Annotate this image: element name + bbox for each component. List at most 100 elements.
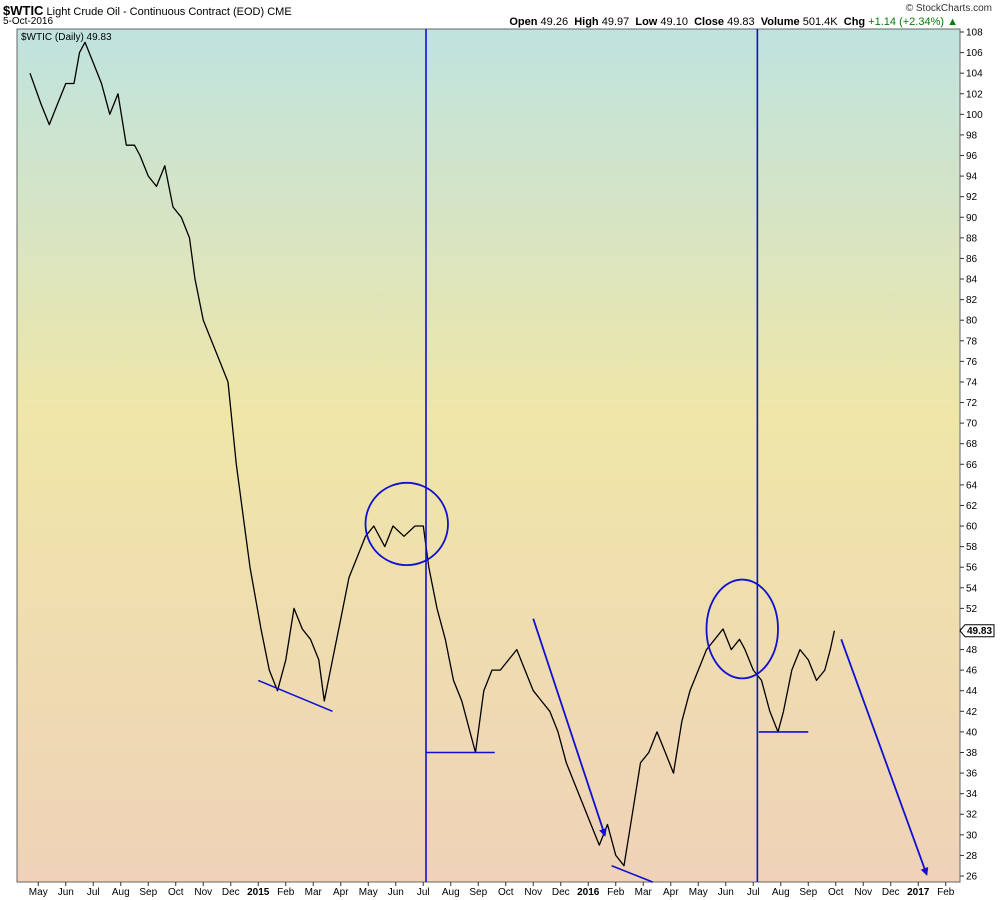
y-tick-label: 42 (966, 707, 978, 718)
y-tick-label: 102 (966, 89, 983, 100)
close-label: Close (694, 16, 725, 28)
source-credit: © StockCharts.com (905, 3, 992, 14)
x-tick-label: May (689, 887, 708, 898)
x-tick-label: Sep (139, 887, 157, 898)
plot-area (16, 28, 961, 883)
price-series (29, 41, 836, 867)
y-tick-label: 36 (966, 769, 978, 780)
x-tick-label: Dec (552, 887, 570, 898)
y-tick-label: 46 (966, 666, 978, 677)
y-tick-label: 90 (966, 213, 978, 224)
x-tick-label: Aug (772, 887, 790, 898)
x-tick-label: Oct (498, 887, 514, 898)
x-tick-label: Feb (607, 887, 625, 898)
x-tick-label: 2017 (907, 887, 930, 898)
x-tick-label: Feb (277, 887, 295, 898)
x-tick-label: Dec (222, 887, 240, 898)
series-line (29, 41, 836, 867)
x-tick-label: Jun (58, 887, 74, 898)
change-value: +1.14 (+2.34%) (868, 16, 945, 28)
ohlc-summary: Open 49.26 High 49.97 Low 49.10 Close 49… (509, 16, 958, 28)
y-tick-label: 26 (966, 872, 978, 883)
last-price-value: 49.83 (967, 626, 992, 637)
series-legend: $WTIC (Daily) 49.83 (21, 32, 112, 43)
y-tick-label: 88 (966, 233, 978, 244)
open-value: 49.26 (540, 16, 569, 28)
x-tick-label: Jul (87, 887, 100, 898)
x-tick-label: Sep (469, 887, 487, 898)
change-label: Chg (843, 16, 866, 28)
open-label: Open (509, 16, 538, 28)
arrow-annotation (532, 618, 607, 837)
up-arrow-icon: ▲ (947, 16, 958, 28)
y-tick-label: 58 (966, 542, 978, 553)
y-tick-label: 98 (966, 130, 978, 141)
y-tick-label: 76 (966, 357, 978, 368)
volume-label: Volume (760, 16, 800, 28)
title: $WTIC Light Crude Oil - Continuous Contr… (3, 3, 292, 18)
high-value: 49.97 (601, 16, 630, 28)
y-axis: 2628303234363840424446485052545658606264… (960, 28, 983, 883)
x-tick-label: Nov (854, 887, 872, 898)
y-tick-label: 44 (966, 686, 978, 697)
x-tick-label: Dec (882, 887, 900, 898)
y-tick-label: 32 (966, 810, 978, 821)
x-tick-label: Nov (194, 887, 212, 898)
x-axis: May Jun Jul Aug Sep Oct Nov Dec 2015 Feb Mar Apr May… (29, 882, 955, 898)
y-tick-label: 28 (966, 851, 978, 862)
y-tick-label: 84 (966, 275, 978, 286)
y-tick-label: 100 (966, 110, 983, 121)
y-tick-label: 106 (966, 48, 983, 59)
y-tick-label: 92 (966, 192, 978, 203)
y-tick-label: 40 (966, 727, 978, 738)
x-tick-label: Aug (112, 887, 130, 898)
y-tick-label: 30 (966, 830, 978, 841)
y-tick-label: 96 (966, 151, 978, 162)
y-tick-label: 64 (966, 480, 978, 491)
low-value: 49.10 (660, 16, 688, 28)
x-tick-label: Sep (799, 887, 817, 898)
chart-header: $WTIC Light Crude Oil - Continuous Contr… (0, 0, 1000, 28)
y-tick-label: 54 (966, 583, 978, 594)
y-tick-label: 62 (966, 501, 978, 512)
low-label: Low (635, 16, 658, 28)
y-tick-label: 38 (966, 748, 978, 759)
x-tick-label: Jun (718, 887, 734, 898)
last-price-tag: 49.83 (959, 624, 995, 637)
instrument-name: Light Crude Oil - Continuous Contract (E… (46, 6, 265, 18)
ellipse-annotation (705, 578, 779, 680)
y-tick-label: 104 (966, 69, 983, 80)
y-tick-label: 82 (966, 295, 978, 306)
y-tick-label: 108 (966, 28, 983, 39)
trend-line (257, 679, 333, 713)
x-tick-label: May (359, 887, 378, 898)
x-tick-label: Feb (937, 887, 955, 898)
x-tick-label: Nov (524, 887, 542, 898)
x-tick-label: Jun (388, 887, 404, 898)
y-tick-label: 52 (966, 604, 978, 615)
y-tick-label: 56 (966, 563, 978, 574)
x-tick-label: Apr (333, 887, 349, 898)
y-tick-label: 74 (966, 377, 978, 388)
y-tick-label: 66 (966, 460, 978, 471)
x-tick-label: Jul (417, 887, 430, 898)
x-tick-label: 2015 (247, 887, 270, 898)
arrow-annotation (840, 638, 929, 876)
x-tick-label: Mar (635, 887, 653, 898)
y-tick-label: 86 (966, 254, 978, 265)
trend-line (611, 864, 654, 883)
y-tick-label: 72 (966, 398, 978, 409)
y-tick-label: 94 (966, 172, 978, 183)
x-tick-label: May (29, 887, 48, 898)
exchange: CME (267, 6, 292, 18)
x-tick-label: Apr (663, 887, 679, 898)
symbol: $WTIC (3, 3, 44, 18)
high-label: High (574, 16, 599, 28)
volume-value: 501.4K (802, 16, 838, 28)
y-tick-label: 80 (966, 316, 978, 327)
chart-date: 5-Oct-2016 (3, 16, 54, 27)
x-tick-label: Mar (305, 887, 323, 898)
y-tick-label: 70 (966, 419, 978, 430)
y-tick-label: 34 (966, 789, 978, 800)
